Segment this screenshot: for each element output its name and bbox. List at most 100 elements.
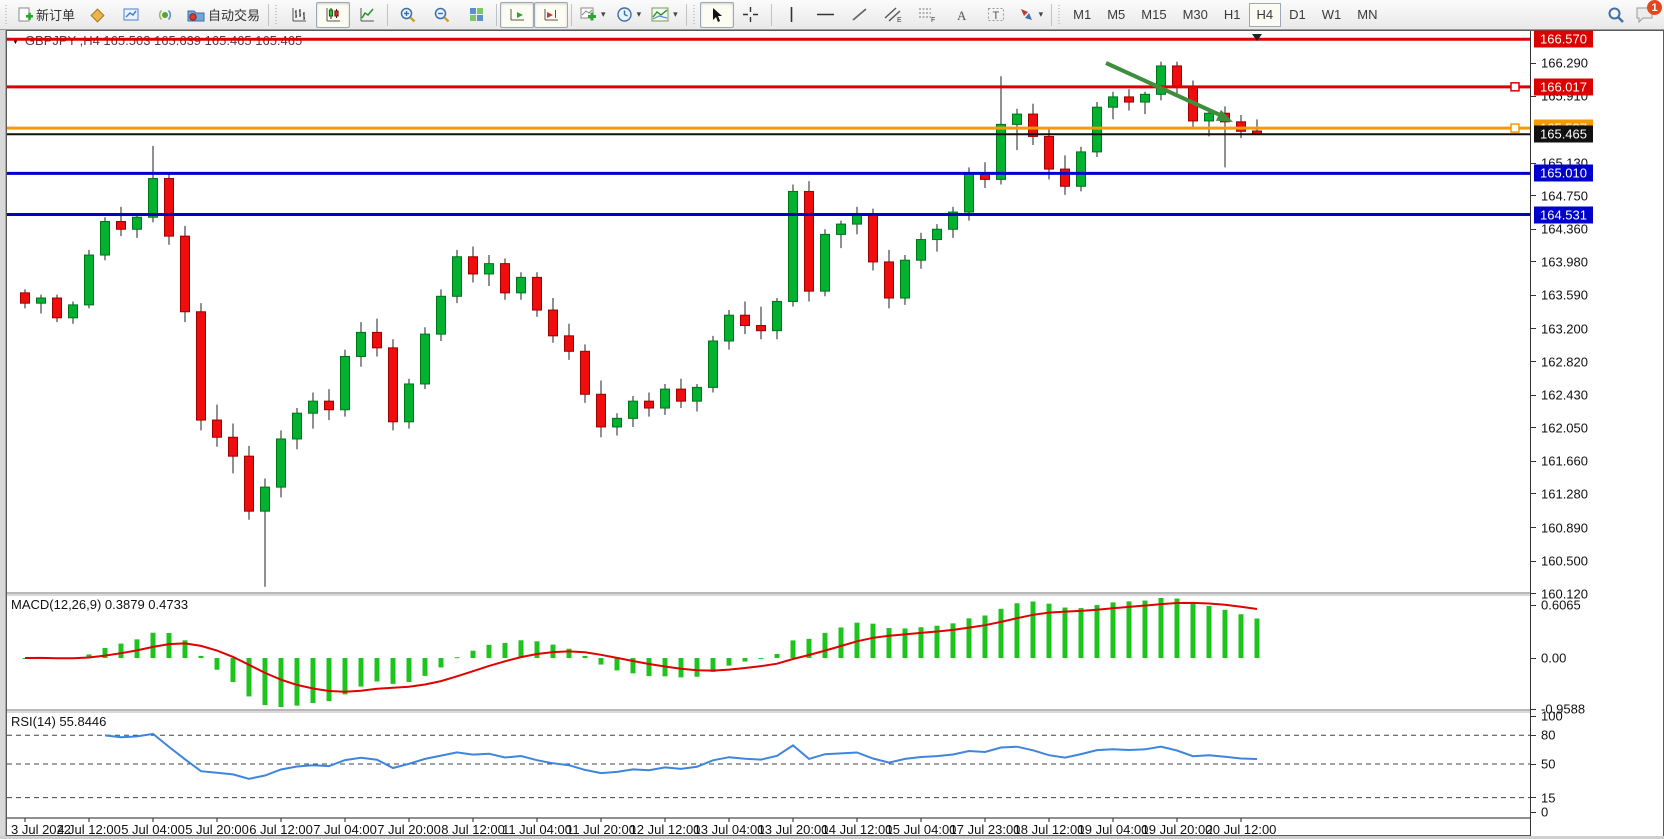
chart-shift-marker-icon[interactable] <box>1252 34 1262 41</box>
auto-scroll-button[interactable] <box>500 1 535 28</box>
tile-windows-button[interactable] <box>459 2 493 28</box>
level-line-handle[interactable] <box>1510 123 1520 133</box>
time-axis-label: 8 Jul 12:00 <box>441 822 505 837</box>
price-chart-canvas[interactable] <box>7 31 1530 836</box>
chart-window-button[interactable] <box>114 2 148 28</box>
axis-tick-mark <box>1531 715 1536 717</box>
template-icon <box>651 7 669 22</box>
candle-body <box>36 297 46 304</box>
text-label-tool-button[interactable]: T <box>979 2 1013 28</box>
line-chart-button[interactable] <box>350 2 384 28</box>
tab-timeframe-m5[interactable]: M5 <box>1107 7 1126 22</box>
candlestick-chart-button[interactable] <box>316 1 351 28</box>
candle-body <box>324 400 334 411</box>
price-tick-label: 163.200 <box>1541 321 1588 337</box>
crosshair-tool-button[interactable] <box>734 2 768 28</box>
clock-icon <box>616 7 632 22</box>
candle-body <box>1044 135 1054 170</box>
signals-button[interactable] <box>148 2 182 28</box>
indicators-button[interactable]: ▾ <box>575 2 611 28</box>
axis-tick-mark <box>1531 763 1536 765</box>
new-order-button[interactable]: 新订单 <box>12 2 80 28</box>
macd-bar <box>614 658 620 671</box>
periods-button[interactable]: ▾ <box>611 2 647 28</box>
candle-body <box>276 438 286 488</box>
time-axis-label: 7 Jul 20:00 <box>377 822 441 837</box>
macd-bar <box>566 648 572 659</box>
price-axis[interactable]: 166.290 165.910 165.130 164.750 164.360 163.9… <box>1530 30 1663 836</box>
cursor-tool-button[interactable] <box>699 1 734 28</box>
tab-timeframe-mn[interactable]: MN <box>1357 7 1378 22</box>
auto-trading-button[interactable]: 自动交易 <box>182 2 265 28</box>
macd-bar <box>390 658 396 684</box>
horizontal-line-tool-button[interactable] <box>809 2 843 28</box>
candle-body <box>1204 112 1214 122</box>
candlestick-chart-icon <box>326 8 340 22</box>
macd-bar <box>1174 598 1180 659</box>
bar-chart-button[interactable] <box>282 2 316 28</box>
macd-histogram-layer <box>22 598 1260 707</box>
candle-body <box>356 331 366 357</box>
axis-tick-mark <box>1531 493 1536 495</box>
macd-bar <box>1158 598 1164 659</box>
macd-bar <box>1014 603 1020 659</box>
candle-body <box>1156 65 1166 95</box>
macd-bar <box>646 658 652 677</box>
macd-bar <box>982 615 988 659</box>
toolbar-grip <box>692 4 697 25</box>
equidistant-channel-icon: E <box>884 7 902 23</box>
templates-button[interactable]: ▾ <box>646 2 683 28</box>
gold-diamond-icon <box>90 7 105 23</box>
top-toolbar: 新订单 自动交易 ▾ ▾ <box>0 0 1664 30</box>
macd-bar <box>438 658 444 668</box>
macd-bar <box>1062 607 1068 659</box>
trend-arrow-annotation[interactable] <box>1105 61 1221 117</box>
tab-timeframe-h4[interactable]: H4 <box>1248 2 1282 27</box>
trendline-tool-button[interactable] <box>843 2 877 28</box>
left-panel-splitter[interactable] <box>0 30 6 839</box>
level-line-handle[interactable] <box>1510 82 1520 92</box>
axis-tick-mark <box>1531 394 1536 396</box>
tab-timeframe-w1[interactable]: W1 <box>1321 7 1342 22</box>
axis-tick-mark <box>1531 427 1536 429</box>
arrows-tool-button[interactable]: ▾ <box>1013 2 1049 28</box>
notifications-button[interactable]: 1 <box>1635 0 1662 23</box>
tile-windows-icon <box>469 8 483 21</box>
equidistant-channel-tool-button[interactable]: E <box>877 2 911 28</box>
axis-tick-mark <box>1531 811 1536 813</box>
time-axis[interactable]: 3 Jul 2022 4 Jul 12:00 5 Jul 04:00 5 Jul 20… <box>7 820 1530 837</box>
search-icon[interactable] <box>1607 6 1625 24</box>
tab-timeframe-m30[interactable]: M30 <box>1182 7 1208 22</box>
axis-tick-mark <box>1531 527 1536 528</box>
price-tick-label: 163.590 <box>1541 287 1588 303</box>
text-tool-button[interactable]: A <box>945 2 979 28</box>
toolbar-separator <box>268 3 270 26</box>
candle-body <box>884 261 894 299</box>
svg-text:T: T <box>992 10 999 22</box>
candle-body <box>340 355 350 411</box>
dropdown-caret: ▾ <box>673 9 678 19</box>
macd-bar <box>486 644 492 659</box>
tab-timeframe-h1[interactable]: H1 <box>1223 7 1241 22</box>
candle-body <box>724 314 734 342</box>
candle-body <box>612 417 622 428</box>
candle-body <box>164 178 174 237</box>
tab-timeframe-m1[interactable]: M1 <box>1073 7 1092 22</box>
toolbar-right-group: 1 <box>1607 0 1662 24</box>
fibonacci-tool-button[interactable]: F <box>911 2 945 28</box>
tab-timeframe-d1[interactable]: D1 <box>1289 7 1306 22</box>
vertical-line-tool-button[interactable] <box>775 2 809 28</box>
chart-shift-button[interactable] <box>534 1 569 28</box>
market-watch-button[interactable] <box>80 2 114 28</box>
macd-bar <box>918 627 924 659</box>
macd-bar <box>502 642 508 659</box>
price-tick-label: 161.280 <box>1541 486 1588 502</box>
macd-bar <box>1222 609 1228 659</box>
tab-timeframe-m15[interactable]: M15 <box>1141 7 1167 22</box>
candle-body <box>1012 113 1022 125</box>
macd-bar <box>342 658 348 695</box>
zoom-out-button[interactable] <box>425 2 459 28</box>
zoom-in-button[interactable] <box>391 2 425 28</box>
candle-body <box>964 172 974 213</box>
time-axis-label: 18 Jul 12:00 <box>1013 822 1085 837</box>
